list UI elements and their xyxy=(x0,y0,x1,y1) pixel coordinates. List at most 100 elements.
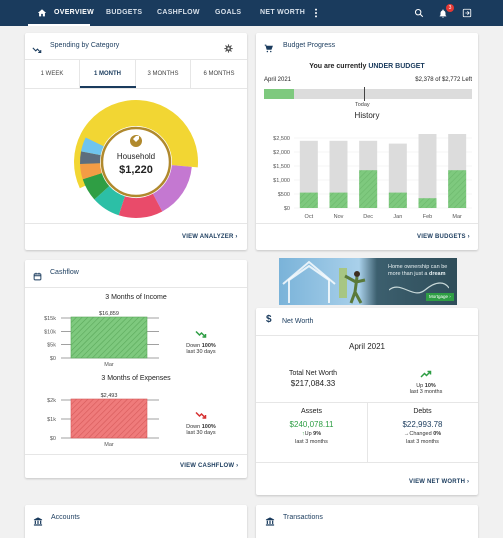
home-icon[interactable] xyxy=(36,0,48,26)
donut-segment[interactable] xyxy=(81,137,104,156)
view-analyzer-link[interactable]: VIEW ANALYZER › xyxy=(182,234,238,240)
expenses-trend-value: 100% xyxy=(201,424,216,430)
donut-segment[interactable] xyxy=(82,173,110,200)
tab-1-week[interactable]: 1 WEEK xyxy=(25,60,80,88)
trending-up-icon xyxy=(420,370,432,378)
budget-status-value: UNDER BUDGET xyxy=(368,63,425,70)
search-icon[interactable] xyxy=(412,0,426,26)
view-net-worth-label: VIEW NET WORTH xyxy=(409,479,466,485)
history-title: History xyxy=(354,111,380,120)
view-net-worth-link[interactable]: VIEW NET WORTH › xyxy=(409,479,470,485)
debts-trend-period: last 3 months xyxy=(406,439,439,445)
assets-block: Assets $240,078.11 ↑Up 9% last 3 months xyxy=(256,408,367,445)
nav-overview[interactable]: OVERVIEW xyxy=(54,9,95,16)
y-tick-label: $500 xyxy=(278,192,290,198)
donut-segment[interactable] xyxy=(80,151,101,164)
tab-6-months[interactable]: 6 MONTHS xyxy=(203,71,235,77)
view-budgets-link[interactable]: VIEW BUDGETS › xyxy=(417,234,470,240)
donut-segment[interactable] xyxy=(152,165,192,212)
net-worth-footer-divider xyxy=(256,462,478,463)
spent-bar xyxy=(299,192,318,208)
spending-tabs-bottom-divider xyxy=(25,88,247,89)
budget-bar xyxy=(388,143,407,208)
trending-down-icon xyxy=(32,41,42,59)
view-cashflow-label: VIEW CASHFLOW xyxy=(180,463,235,469)
income-trend-value: 100% xyxy=(201,343,216,349)
spending-card: Spending by Category 1 WEEK 1 MONTH 3 MO… xyxy=(25,33,247,250)
period-tabs: 1 WEEK 1 MONTH 3 MONTHS 6 MONTHS xyxy=(25,60,247,88)
debts-trend-value: 0% xyxy=(433,431,442,437)
ad-mortgage-button[interactable]: Mortgage › xyxy=(426,293,454,301)
logout-icon[interactable] xyxy=(460,0,474,26)
y-tick-label: $1k xyxy=(47,417,56,423)
today-marker xyxy=(364,87,365,101)
budget-footer-divider xyxy=(256,223,478,224)
mortgage-ad-banner[interactable]: Home ownership can be more than just a d… xyxy=(279,258,457,305)
spent-bar xyxy=(329,192,348,208)
y-tick-label: $2,000 xyxy=(273,150,290,156)
cashflow-header-divider xyxy=(25,287,247,288)
notification-badge: 3 xyxy=(446,4,454,12)
ad-text: Home ownership can be more than just a d… xyxy=(388,264,456,278)
income-trend-word: Down xyxy=(186,343,201,349)
donut-segment[interactable] xyxy=(118,193,163,218)
top-nav: OVERVIEW BUDGETS CASHFLOW GOALS NET WORT… xyxy=(0,0,503,26)
total-trend-value: 10% xyxy=(424,383,436,389)
more-vert-icon[interactable] xyxy=(311,0,321,26)
donut-center-label: Household xyxy=(117,152,155,161)
debts-label: Debts xyxy=(413,408,432,415)
budget-amount: $2,378 of $2,772 Left xyxy=(415,77,472,83)
tab-active-indicator xyxy=(80,86,136,88)
total-net-worth: Total Net Worth $217,084.33 xyxy=(268,370,358,388)
nav-active-indicator xyxy=(28,24,90,26)
debts-block: Debts $22,993.78 →Changed 0% last 3 mont… xyxy=(367,408,478,445)
x-tick-label: Mar xyxy=(104,362,114,366)
cashflow-card: Cashflow 3 Months of Income $15k $10k $5k $… xyxy=(25,260,247,478)
expenses-trend-word: Down xyxy=(186,424,201,430)
view-cashflow-link[interactable]: VIEW CASHFLOW › xyxy=(180,463,239,469)
view-analyzer-label: VIEW ANALYZER xyxy=(182,234,234,240)
nav-goals[interactable]: GOALS xyxy=(215,9,242,16)
nav-net-worth[interactable]: NET WORTH xyxy=(260,9,306,16)
x-tick-label: Jan xyxy=(393,214,402,220)
donut-segment[interactable] xyxy=(80,163,102,180)
tab-3-months[interactable]: 3 MONTHS xyxy=(136,60,191,88)
total-net-worth-value: $217,084.33 xyxy=(290,379,336,388)
spent-bar xyxy=(388,192,407,208)
x-tick-label: Mar xyxy=(452,214,462,220)
transactions-card: Transactions xyxy=(256,505,478,538)
total-trend-period: last 3 months xyxy=(409,389,443,395)
budget-history-chart: $2,500 $2,000 $1,500 $1,000 $500 $0 Oct Nov Dec J… xyxy=(273,134,472,220)
donut-segment[interactable] xyxy=(73,99,198,189)
y-tick-label: $0 xyxy=(50,436,56,442)
y-tick-label: $10k xyxy=(44,329,56,335)
nav-cashflow[interactable]: CASHFLOW xyxy=(157,9,200,16)
cashflow-title: Cashflow xyxy=(50,269,79,276)
assets-label: Assets xyxy=(300,408,322,415)
y-tick-label: $0 xyxy=(50,356,56,362)
ad-line-2-text: more than just a xyxy=(388,271,429,277)
bell-icon[interactable] xyxy=(436,0,450,26)
budget-bar xyxy=(299,140,318,208)
budget-card: Budget Progress You are currently UNDER … xyxy=(256,33,478,250)
tab-1-month[interactable]: 1 MONTH xyxy=(80,60,136,88)
net-worth-title: Net Worth xyxy=(282,318,314,325)
total-trend-word: Up xyxy=(416,383,424,389)
income-trend-period: last 30 days xyxy=(186,349,216,355)
trending-down-icon xyxy=(195,330,207,338)
y-tick-label: $1,000 xyxy=(273,178,290,184)
x-tick-label: Mar xyxy=(104,442,114,448)
settings-icon[interactable] xyxy=(224,40,233,58)
expenses-trend-text: Down 100% xyxy=(175,424,227,430)
income-trend: Down 100% last 30 days xyxy=(175,325,227,355)
donut-segment[interactable] xyxy=(94,186,125,216)
bank-icon xyxy=(33,513,43,531)
total-net-worth-label: Total Net Worth xyxy=(288,370,338,377)
debts-trend-word: Changed xyxy=(409,431,432,437)
nav-budgets[interactable]: BUDGETS xyxy=(106,9,143,16)
budget-progress-bar xyxy=(264,89,472,99)
cashflow-bar xyxy=(70,398,148,439)
budget-bar xyxy=(329,140,348,208)
spending-tabs-top-divider xyxy=(25,59,247,60)
spending-title: Spending by Category xyxy=(50,42,120,49)
